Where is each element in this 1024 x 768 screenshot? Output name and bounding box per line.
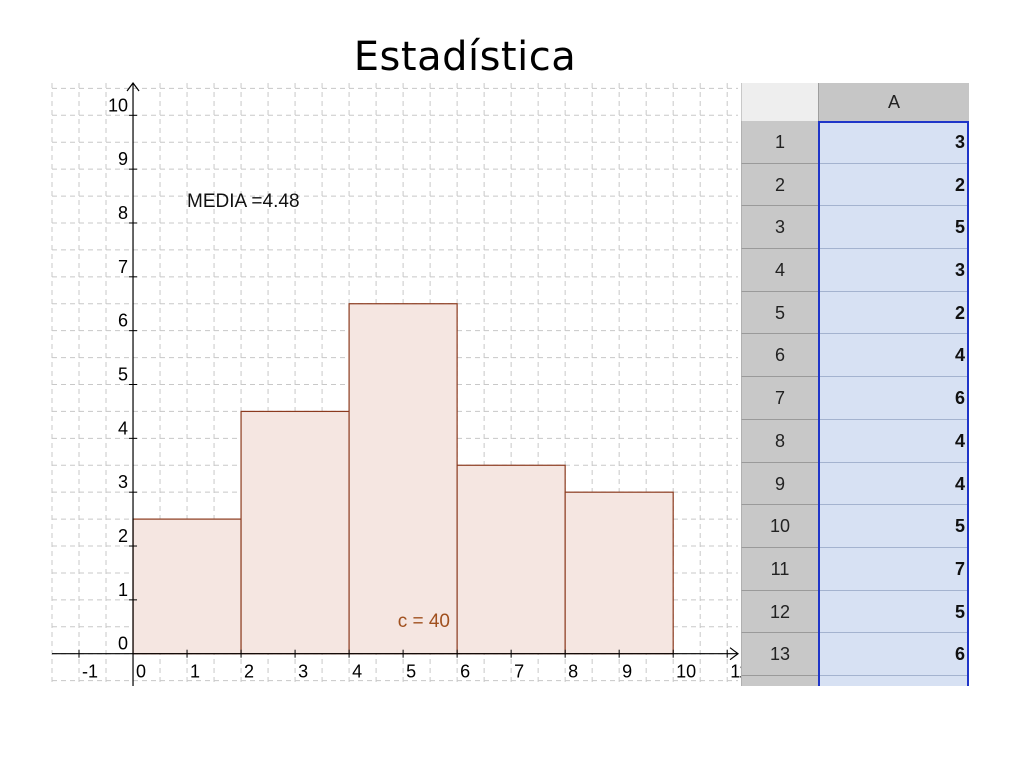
y-tick-label: 4 bbox=[118, 418, 128, 438]
y-tick-label: 3 bbox=[118, 472, 128, 492]
x-tick-label: 5 bbox=[406, 662, 416, 682]
x-tick-label: 6 bbox=[460, 662, 470, 682]
cell-a[interactable]: 4 bbox=[818, 334, 969, 378]
row-header[interactable]: 10 bbox=[741, 505, 818, 548]
spreadsheet-rows: 1 3 2 2 3 5 4 3 5 2 6 4 7 6 8 4 9 4 10 5 11 7 12 5 13 6 bbox=[741, 121, 971, 686]
row-header[interactable]: 13 bbox=[741, 633, 818, 676]
y-tick-label: 6 bbox=[118, 311, 128, 331]
row-header[interactable]: 5 bbox=[741, 291, 818, 335]
y-tick-label: 7 bbox=[118, 257, 128, 277]
x-tick-label: 7 bbox=[514, 662, 524, 682]
row-header[interactable]: 1 bbox=[741, 121, 818, 164]
cell-a[interactable]: 5 bbox=[818, 590, 969, 634]
x-tick-label: 9 bbox=[622, 662, 632, 682]
row-header[interactable] bbox=[741, 675, 818, 686]
column-header-a[interactable]: A bbox=[818, 83, 969, 121]
row-header[interactable]: 11 bbox=[741, 547, 818, 591]
x-tick-label: 8 bbox=[568, 662, 578, 682]
histogram-bar[interactable] bbox=[348, 303, 458, 655]
histogram-bar[interactable] bbox=[132, 518, 242, 655]
spreadsheet-view[interactable]: A 1 3 2 2 3 5 4 3 5 2 6 4 7 6 8 4 9 4 10 5 11 7 12 5 13 6 bbox=[741, 83, 971, 686]
y-tick-label: 5 bbox=[118, 365, 128, 385]
y-tick-label: 9 bbox=[118, 149, 128, 169]
spreadsheet-row: 10 5 bbox=[741, 505, 971, 548]
cell-a[interactable] bbox=[818, 675, 969, 686]
x-tick-label: 4 bbox=[352, 662, 362, 682]
cell-a[interactable]: 3 bbox=[818, 121, 969, 164]
row-header[interactable]: 8 bbox=[741, 419, 818, 463]
y-tick-label: 1 bbox=[118, 580, 128, 600]
spreadsheet-row bbox=[741, 675, 971, 686]
row-header[interactable]: 4 bbox=[741, 249, 818, 292]
histogram-bar[interactable] bbox=[564, 491, 674, 655]
cell-a[interactable]: 3 bbox=[818, 249, 969, 292]
y-tick-label: 8 bbox=[118, 203, 128, 223]
spreadsheet-row: 11 7 bbox=[741, 547, 971, 591]
cell-a[interactable]: 5 bbox=[818, 206, 969, 250]
y-axis-arrow-icon bbox=[126, 82, 140, 92]
spreadsheet-row: 12 5 bbox=[741, 590, 971, 634]
histogram-bar[interactable] bbox=[240, 410, 350, 655]
y-tick-label: 0 bbox=[118, 634, 128, 654]
row-header[interactable]: 6 bbox=[741, 334, 818, 378]
y-tick-label: 10 bbox=[108, 95, 128, 115]
cell-a[interactable]: 6 bbox=[818, 633, 969, 676]
spreadsheet-corner[interactable] bbox=[741, 83, 818, 121]
row-header[interactable]: 3 bbox=[741, 206, 818, 250]
count-label[interactable]: c = 40 bbox=[398, 611, 450, 632]
x-tick-label: 2 bbox=[244, 662, 254, 682]
y-tick-label: 2 bbox=[118, 526, 128, 546]
spreadsheet-header: A bbox=[741, 83, 969, 121]
cell-a[interactable]: 6 bbox=[818, 377, 969, 420]
spreadsheet-row: 13 6 bbox=[741, 633, 971, 676]
x-tick-label: 1 bbox=[190, 662, 200, 682]
cell-a[interactable]: 7 bbox=[818, 547, 969, 591]
cell-a[interactable]: 4 bbox=[818, 419, 969, 463]
mean-label[interactable]: MEDIA =4.48 bbox=[187, 191, 299, 212]
cell-a[interactable]: 2 bbox=[818, 291, 969, 335]
x-axis-arrow-icon bbox=[729, 647, 739, 661]
slide-title: Estadística bbox=[353, 34, 577, 80]
row-header[interactable]: 12 bbox=[741, 590, 818, 634]
cell-a[interactable]: 4 bbox=[818, 462, 969, 506]
x-tick-label: 0 bbox=[136, 662, 146, 682]
x-tick-label: 10 bbox=[676, 662, 696, 682]
row-header[interactable]: 7 bbox=[741, 377, 818, 420]
cell-a[interactable]: 2 bbox=[818, 163, 969, 207]
x-tick-label: 3 bbox=[298, 662, 308, 682]
histogram-bar[interactable] bbox=[456, 464, 566, 655]
row-header[interactable]: 9 bbox=[741, 462, 818, 506]
cell-a[interactable]: 5 bbox=[818, 505, 969, 548]
row-header[interactable]: 2 bbox=[741, 163, 818, 207]
x-tick-label: -1 bbox=[82, 662, 98, 682]
